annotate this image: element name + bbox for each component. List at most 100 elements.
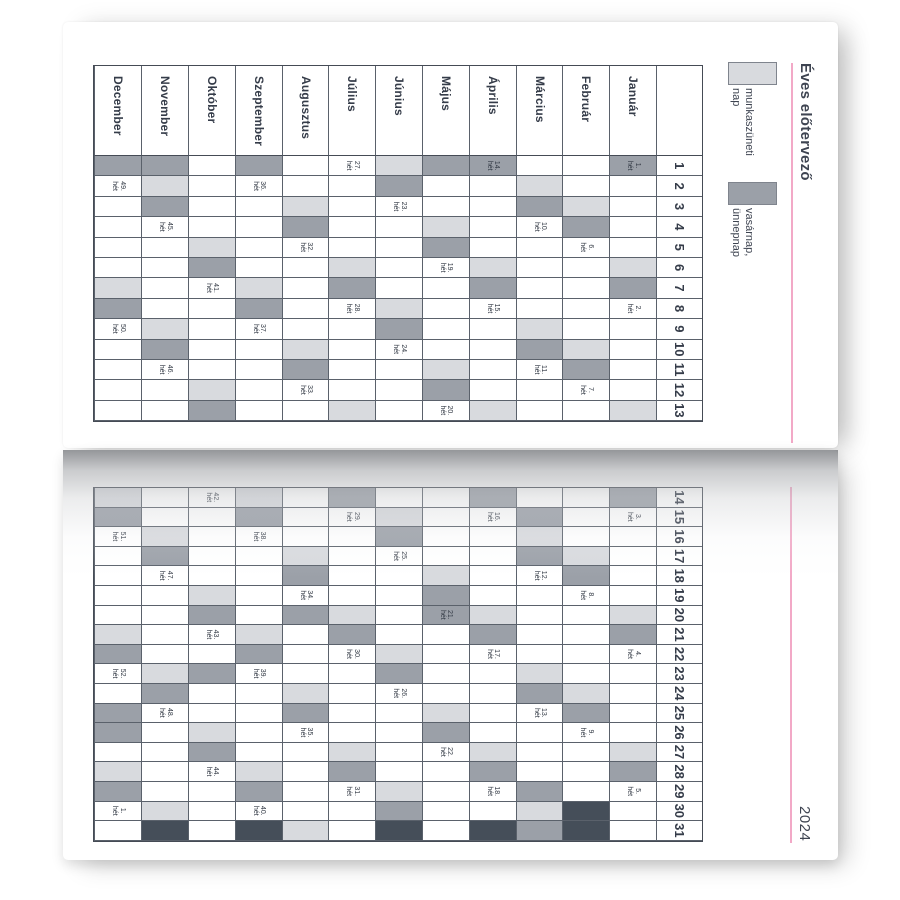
day-cell [422, 566, 469, 586]
day-cell [328, 664, 376, 684]
day-cell [281, 644, 329, 665]
legend-label-line: ünnepnap [730, 208, 742, 257]
day-cell [281, 217, 329, 238]
day-cell [188, 298, 235, 320]
day-cell [609, 257, 656, 279]
day-cell [609, 217, 656, 238]
week-number-label: 37. hét [251, 323, 267, 334]
page-title: Éves előtervező [797, 63, 814, 181]
day-number-header: 15 [656, 507, 702, 528]
day-cell [468, 566, 516, 586]
day-cell [234, 196, 282, 218]
day-cell [328, 821, 376, 841]
week-number-label: 33. hét [298, 385, 314, 395]
accent-line [790, 487, 792, 843]
week-number-label: 7. hét [579, 385, 594, 395]
week-number-label: 1. hét [626, 160, 641, 171]
day-cell [515, 546, 563, 567]
day-cell [468, 400, 516, 422]
week-number-label: 22. hét [438, 747, 454, 757]
day-cell [609, 176, 656, 197]
day-cell: 9. hét [562, 723, 610, 743]
day-number-header: 31 [656, 821, 702, 841]
day-cell [188, 585, 235, 606]
day-cell [234, 703, 282, 724]
day-cell: 29. hét [328, 507, 376, 528]
day-cell [234, 821, 282, 841]
legend-label-work-free: munkaszüneti nap [729, 88, 755, 156]
day-cell [234, 156, 282, 177]
week-number-label: 8. hét [579, 590, 594, 601]
day-cell: 6. hét [562, 237, 610, 258]
day-cell: 21. hét [422, 605, 469, 626]
day-cell [515, 156, 563, 177]
day-cell [188, 380, 235, 401]
day-cell [234, 217, 282, 238]
day-cell [94, 217, 142, 238]
day-cell [141, 488, 189, 508]
week-number-label: 42. hét [204, 492, 220, 503]
day-cell [281, 298, 329, 320]
day-cell [515, 683, 563, 704]
legend-label-sunday-holiday: vasárnap, ünnepnap [729, 208, 755, 257]
legend-label-line: nap [730, 88, 742, 107]
day-cell [562, 801, 610, 822]
month-label: December [94, 66, 142, 156]
day-cell: 17. hét [468, 644, 516, 665]
day-cell [562, 507, 610, 528]
day-cell [609, 488, 656, 508]
day-number-header: 14 [656, 488, 702, 508]
day-cell [562, 257, 610, 279]
day-cell [188, 546, 235, 567]
day-cell [375, 801, 423, 822]
day-cell [375, 723, 423, 743]
day-cell [609, 703, 656, 724]
day-cell [515, 644, 563, 665]
day-cell [515, 319, 563, 340]
day-cell [422, 723, 469, 743]
day-cell [562, 566, 610, 586]
day-cell [468, 683, 516, 704]
day-cell: 20. hét [422, 400, 469, 422]
day-cell [141, 298, 189, 320]
day-cell [328, 762, 376, 782]
week-number-label: 50. hét [111, 323, 126, 334]
week-number-label: 43. hét [204, 629, 220, 640]
day-cell: 40. hét [234, 801, 282, 822]
day-cell: 22. hét [422, 742, 469, 763]
day-cell [141, 664, 189, 684]
day-cell [375, 319, 423, 340]
day-cell [328, 176, 376, 197]
day-cell [562, 683, 610, 704]
day-cell: 34. hét [281, 585, 329, 606]
day-cell [515, 527, 563, 547]
day-cell [468, 359, 516, 381]
day-cell [94, 703, 142, 724]
day-cell [609, 400, 656, 422]
day-cell [422, 664, 469, 684]
day-cell [515, 339, 563, 360]
month-label: Február [562, 66, 610, 156]
day-cell: 39. hét [234, 664, 282, 684]
planner-right-page: 2024 14 15 16 17 18 19 20 21 22 23 24 25 26 27 28 29 30 3… [63, 450, 838, 860]
day-cell [328, 339, 376, 360]
day-cell [375, 762, 423, 782]
day-cell [234, 359, 282, 381]
day-number-header: 11 [656, 359, 702, 381]
day-cell: 13. hét [515, 703, 563, 724]
day-cell [328, 527, 376, 547]
day-cell: 19. hét [422, 257, 469, 279]
day-cell [609, 801, 656, 822]
day-cell [609, 527, 656, 547]
day-cell [141, 278, 189, 299]
day-cell [609, 278, 656, 299]
day-number-header: 9 [656, 319, 702, 340]
day-cell [281, 781, 329, 802]
day-cell [609, 625, 656, 645]
day-cell: 7. hét [562, 380, 610, 401]
day-cell [468, 723, 516, 743]
day-cell [141, 821, 189, 841]
day-cell [562, 488, 610, 508]
day-cell [422, 644, 469, 665]
day-cell [94, 546, 142, 567]
